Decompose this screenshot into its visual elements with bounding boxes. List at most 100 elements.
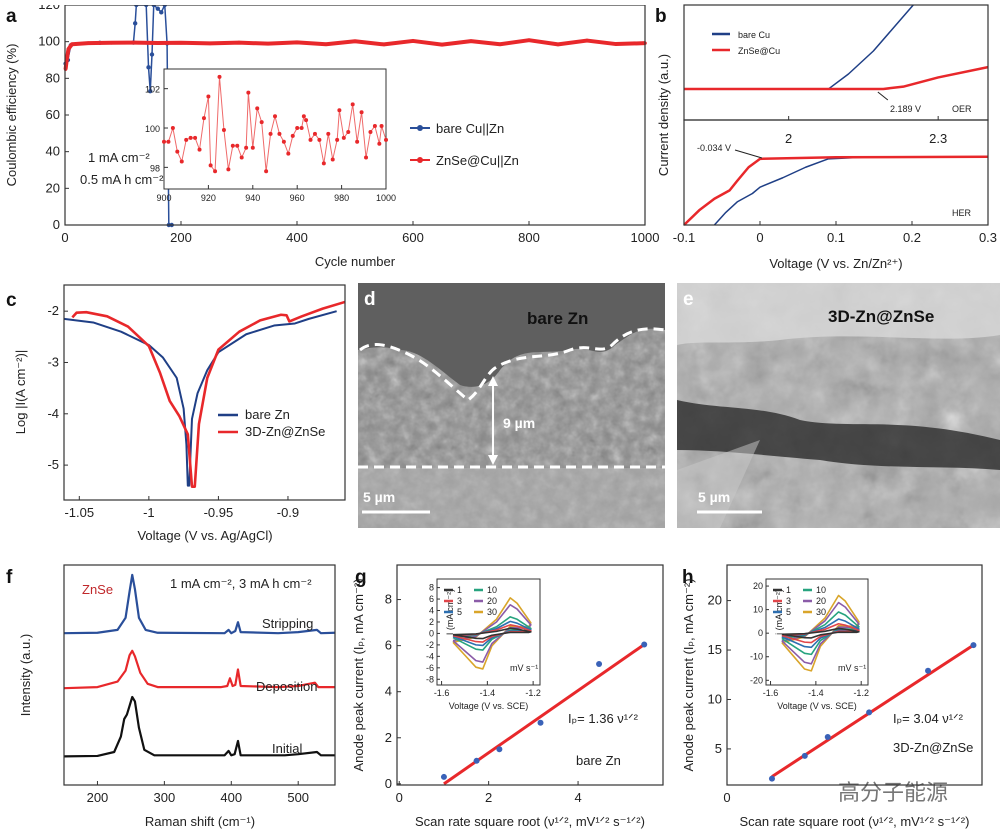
annotation-pointer [877,91,889,101]
x-tick-label: 200 [170,230,192,245]
x-tick-label: 0 [756,230,763,245]
x-tick-label: -0.1 [673,230,695,245]
x-tick-label: 2 [485,790,492,805]
y-tick-label: 98 [150,163,160,173]
sem-e-label: 3D-Zn@ZnSe [828,307,934,326]
sample-label: 3D-Zn@ZnSe [893,740,973,755]
data-point [66,47,71,51]
data-point [440,773,447,780]
inset-point [162,139,166,144]
data-point [925,667,932,674]
data-point [149,52,155,57]
y-tick-label: 80 [46,70,60,85]
legend-label: bare Zn [245,407,290,422]
inset-point [359,110,364,115]
x-tick-label: 400 [220,790,242,805]
inset-point [264,169,269,174]
inset-point [295,126,300,131]
x-axis-label: Scan rate square root (ν¹ᐟ², mV¹ᐟ² s⁻¹ᐟ²… [740,814,970,829]
data-point [556,42,560,47]
oer-line [684,65,989,91]
x-tick-label: 940 [245,193,260,203]
y-tick-label: 60 [46,107,60,122]
inset-point [364,155,369,160]
legend-label: 20 [487,596,497,606]
cv-loop [781,627,860,639]
inset-point [281,139,286,144]
y-tick-label: 20 [46,180,60,195]
data-point [146,65,151,70]
her-label: HER [952,208,972,218]
data-point [614,42,618,46]
y-tick-label: -3 [47,354,59,369]
sample-label: bare Zn [576,753,621,768]
legend-label: 30 [487,607,497,617]
data-point [266,41,270,46]
y-tick-label: 0 [53,217,60,232]
sem-image-3d-zn-znse: 3D-Zn@ZnSe 5 µm [677,283,1000,528]
y-tick-label: -4 [426,651,434,661]
y-axis-label: Log |I(A cm⁻²)| [13,350,28,434]
data-point [208,41,212,46]
x-tick-label: 200 [87,790,109,805]
inset-a [163,68,387,190]
data-point [498,42,502,47]
legend-label: 1 [786,585,791,595]
legend-label: 3D-Zn@ZnSe [245,424,325,439]
condition-label: 1 mA cm⁻², 3 mA h cm⁻² [170,576,312,591]
inset-point [226,167,231,172]
y-tick-label: 102 [145,85,160,95]
legend-label: 5 [457,607,462,617]
y-tick-label: -20 [750,675,763,685]
data-point [537,719,544,726]
fit-equation: Iₚ= 1.36 ν¹ᐟ² [568,711,639,726]
y-tick-label: 5 [715,741,722,756]
legend-marker [417,157,423,163]
y-tick-label: -4 [47,406,59,421]
data-point [324,42,328,47]
plot-area-c [63,284,346,501]
x-tick-label: -1.6 [434,688,450,698]
inset-point [206,94,211,99]
inset-point [193,135,198,140]
inset-point [277,131,282,136]
y-tick-label: 0 [758,628,763,638]
x-tick-label: 2 [785,131,792,146]
y-tick-label: -6 [426,663,434,673]
inset-point [239,155,244,160]
plot-area-h [726,564,983,786]
inset-point [350,102,355,107]
x-tick-label: 1000 [376,193,396,203]
panel-letter-a: a [6,6,17,27]
cv-loop [452,627,532,640]
data-point [64,58,69,62]
spectrum-label: Stripping [262,616,313,631]
inset-point [255,106,260,111]
data-point [295,40,299,45]
inset-point [372,124,377,129]
inset-point [377,141,382,146]
panel-letter-c: c [6,290,17,311]
data-point [473,757,480,764]
x-tick-label: 800 [518,230,540,245]
y-tick-label: 100 [145,124,160,134]
inset-point [268,131,273,136]
inset-point [273,114,277,119]
y-tick-label: 8 [385,592,392,607]
x-tick-label: 300 [154,790,176,805]
x-tick-label: 900 [156,193,171,203]
x-tick-label: 0 [396,790,403,805]
inset-point [201,116,206,121]
x-tick-label: -1.05 [64,505,94,520]
x-tick-label: 4 [574,790,581,805]
inset-point [235,143,240,148]
data-point [132,40,137,45]
legend-label: bare Cu||Zn [436,121,504,136]
sem-d-label: bare Zn [527,309,588,328]
legend-label: ZnSe@Cu [738,46,780,56]
her-onset-label: -0.034 V [697,143,731,153]
data-point [132,21,138,26]
x-tick-label: -0.9 [277,505,299,520]
oer-label: OER [952,104,972,114]
